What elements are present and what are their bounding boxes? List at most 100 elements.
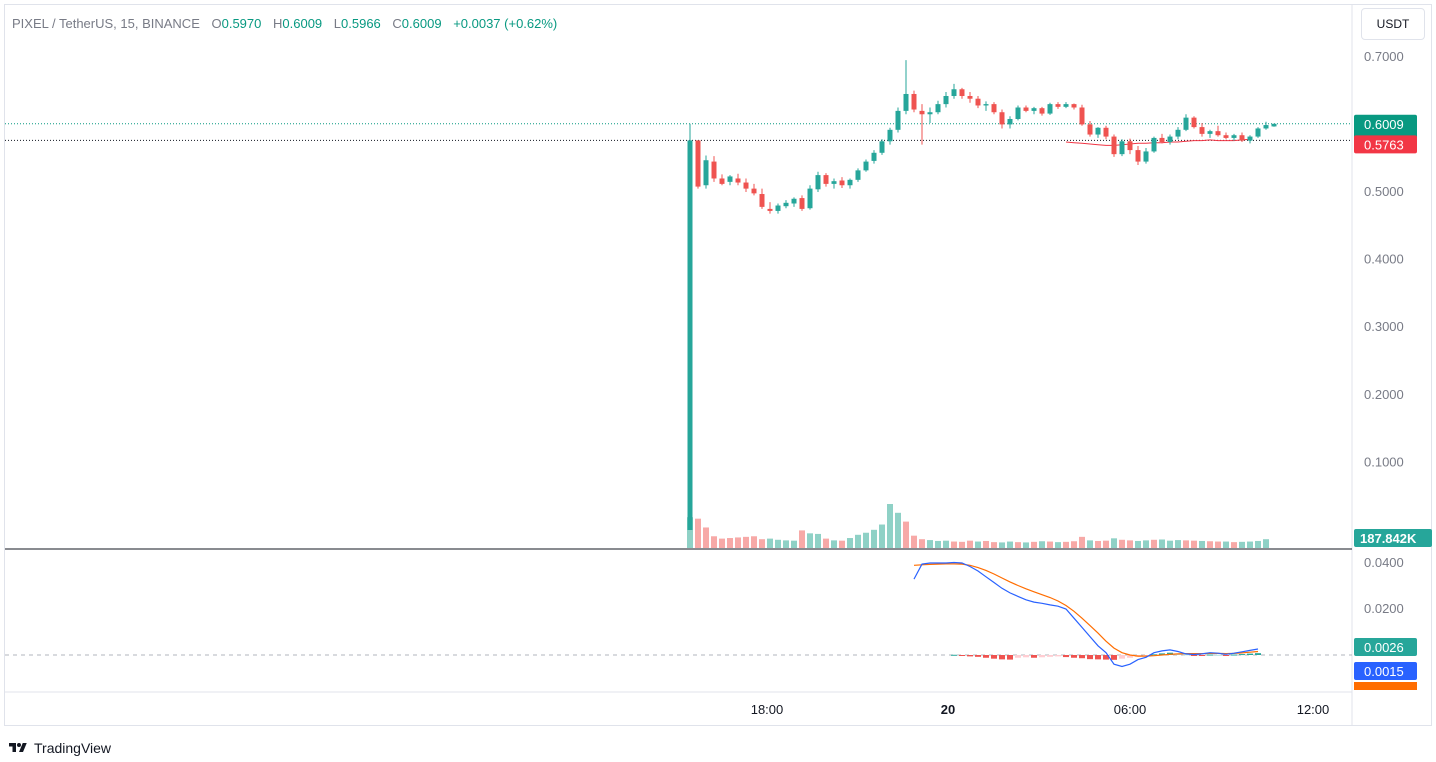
high-label: H — [273, 16, 283, 31]
candle-body — [735, 178, 741, 183]
volume-bar — [1063, 541, 1069, 548]
volume-bar — [775, 539, 781, 548]
volume-label: 187.842K — [1360, 531, 1417, 546]
volume-bar — [991, 542, 997, 548]
candle-body — [943, 96, 949, 105]
macd-histogram-bar — [1183, 654, 1189, 656]
candle-body — [855, 170, 861, 180]
candle-body — [935, 104, 941, 113]
macd-histogram-bar — [1095, 655, 1101, 660]
candle-body — [743, 182, 749, 189]
macd-histogram-bar — [999, 655, 1005, 660]
price-axis-tick: 0.2000 — [1364, 387, 1404, 402]
volume-bar — [1239, 541, 1245, 548]
price-axis-tick: 0.5000 — [1364, 184, 1404, 199]
volume-bar — [807, 533, 813, 548]
volume-bar — [1191, 540, 1197, 548]
volume-bar — [855, 534, 861, 548]
candle-body — [1223, 135, 1229, 138]
tradingview-logo-icon[interactable] — [6, 741, 30, 755]
volume-bar — [1215, 541, 1221, 548]
macd-histogram-bar — [1047, 655, 1053, 657]
volume-bar — [1175, 540, 1181, 548]
volume-bar — [919, 539, 925, 548]
price-axis-tick: 0.1000 — [1364, 454, 1404, 469]
macd-value-badge — [1354, 662, 1417, 680]
volume-bar — [1167, 540, 1173, 548]
candle-body — [767, 208, 773, 211]
volume-bar — [967, 540, 973, 548]
candle-body — [775, 205, 781, 211]
candle-body — [999, 112, 1005, 125]
volume-bar — [943, 540, 949, 548]
currency-button[interactable]: USDT — [1361, 8, 1425, 40]
volume-bar — [1143, 540, 1149, 548]
candle-body — [1271, 123, 1277, 127]
candle-body — [831, 181, 837, 184]
candle-body — [927, 112, 933, 115]
candle-body — [1239, 135, 1245, 141]
macd-histogram-bar — [1087, 655, 1093, 660]
candle-body — [959, 89, 965, 97]
brand-name[interactable]: TradingView — [34, 740, 112, 756]
candle-body — [1255, 128, 1261, 137]
volume-bar — [863, 532, 869, 548]
symbol-title[interactable]: PIXEL / TetherUS, 15, BINANCE — [12, 16, 200, 31]
candle-body — [967, 96, 973, 99]
macd-histogram-bar — [1255, 653, 1261, 655]
volume-bar — [959, 541, 965, 548]
volume-bar — [1231, 542, 1237, 548]
close-label: C — [392, 16, 402, 31]
volume-bar — [1023, 542, 1029, 548]
volume-bar — [1255, 540, 1261, 548]
macd-histogram-bar — [1207, 654, 1213, 656]
time-axis-tick: 12:00 — [1297, 702, 1330, 717]
volume-bar — [847, 538, 853, 548]
candle-body — [887, 129, 893, 142]
volume-bar — [911, 535, 917, 548]
macd-histogram-badge — [1354, 638, 1417, 656]
volume-bar — [1223, 541, 1229, 548]
volume-bar — [983, 540, 989, 548]
candle-body — [783, 202, 789, 207]
volume-bar — [1039, 541, 1045, 548]
open-label: O — [211, 16, 222, 31]
candle-body — [983, 104, 989, 106]
volume-bar — [759, 539, 765, 548]
volume-bar — [1199, 540, 1205, 548]
candle-body — [807, 188, 813, 209]
volume-bar — [935, 540, 941, 548]
macd-histogram-bar — [1215, 654, 1221, 656]
macd-histogram-bar — [1191, 655, 1197, 656]
candle-body — [847, 179, 853, 186]
volume-bar — [1151, 539, 1157, 548]
macd-histogram-bar — [1231, 654, 1237, 656]
volume-bar — [1263, 539, 1269, 548]
volume-bar — [1079, 536, 1085, 548]
candle-body — [695, 140, 701, 187]
macd-histogram-bar — [1223, 655, 1229, 656]
candle-body — [1143, 151, 1149, 162]
macd-histogram-bar — [1015, 655, 1021, 658]
candle-body — [727, 176, 733, 182]
candle-body — [895, 110, 901, 130]
macd-histogram-bar — [1039, 655, 1045, 658]
volume-bar — [1031, 541, 1037, 548]
macd-histogram-bar — [1247, 653, 1253, 655]
volume-bar — [887, 504, 893, 548]
price-chart[interactable]: 0.7000 0.5000 0.4000 0.3000 0.2000 0.1000 0.60… — [0, 0, 1436, 730]
candle-body — [1247, 136, 1253, 141]
candle-body — [791, 198, 797, 204]
volume-bar — [1111, 538, 1117, 548]
time-axis-tick: 06:00 — [1114, 702, 1147, 717]
candle-body — [1087, 124, 1093, 135]
volume-bar — [783, 540, 789, 548]
volume-bar — [975, 541, 981, 548]
volume-bar — [927, 540, 933, 548]
macd-histogram-bar — [1127, 655, 1133, 658]
candle-body — [1079, 107, 1085, 125]
volume-bar — [735, 537, 741, 548]
candle-body — [863, 161, 869, 171]
candle-body — [1055, 104, 1061, 107]
price-axis-tick: 0.7000 — [1364, 49, 1404, 64]
